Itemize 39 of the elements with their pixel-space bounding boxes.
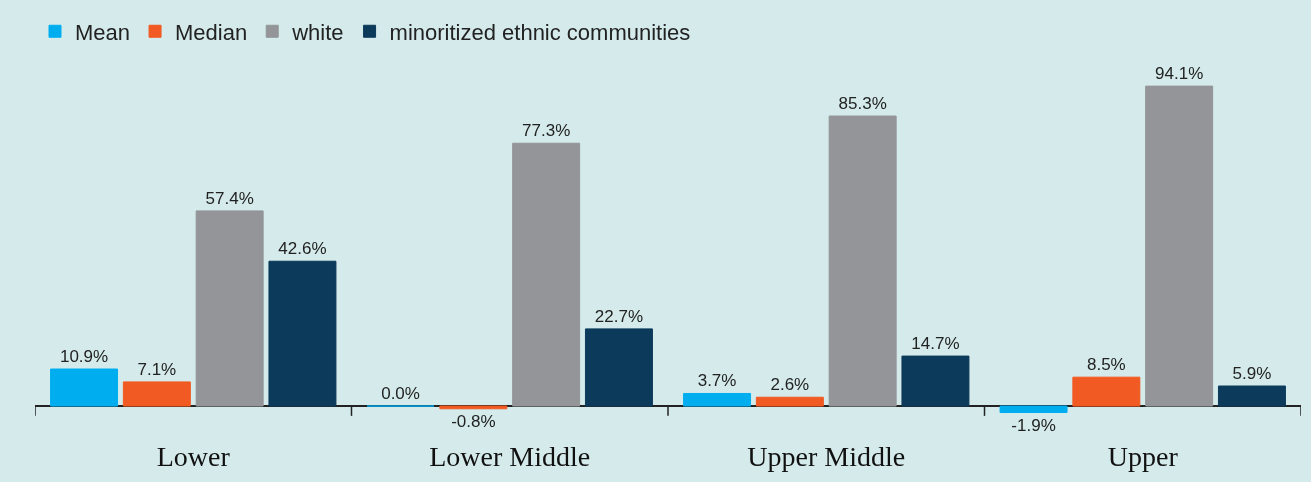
data-label: 77.3% [522,121,571,141]
data-label: 14.7% [911,334,960,354]
data-label: 0.0% [381,384,420,404]
x-tick-label: Upper [1107,441,1179,472]
bar [439,405,508,410]
bar [1145,85,1214,407]
legend-label: white [291,19,344,45]
data-label: 42.6% [278,239,327,259]
bar [122,381,191,407]
data-label: 3.7% [697,371,737,391]
bar [268,260,337,407]
bar [584,328,653,407]
data-label: 85.3% [838,94,887,114]
bar [50,368,119,407]
data-label: 7.1% [137,359,177,379]
legend-label: Mean [75,19,131,45]
data-label: 8.5% [1086,355,1126,375]
bar [999,405,1068,414]
legend-label: minoritized ethnic communities [389,19,691,45]
bar [512,142,581,407]
data-label: -1.9% [1011,415,1056,435]
bar [755,396,824,407]
data-label: 5.9% [1232,364,1272,383]
bar [901,355,970,407]
data-label: 22.7% [594,306,644,326]
bar [683,392,752,407]
data-label: 94.1% [1155,64,1204,84]
bar [1072,376,1141,407]
x-tick-label: Upper Middle [747,441,906,472]
bar [828,115,897,407]
legend-label: Median [175,19,248,45]
bar [195,210,264,407]
x-tick-label: Lower Middle [429,441,591,472]
data-label: -0.8% [451,411,496,431]
data-label: 57.4% [205,188,254,208]
x-tick-label: Lower [156,441,231,472]
data-label: 10.9% [59,347,109,366]
bar [1217,385,1286,407]
data-label: 2.6% [770,375,810,395]
